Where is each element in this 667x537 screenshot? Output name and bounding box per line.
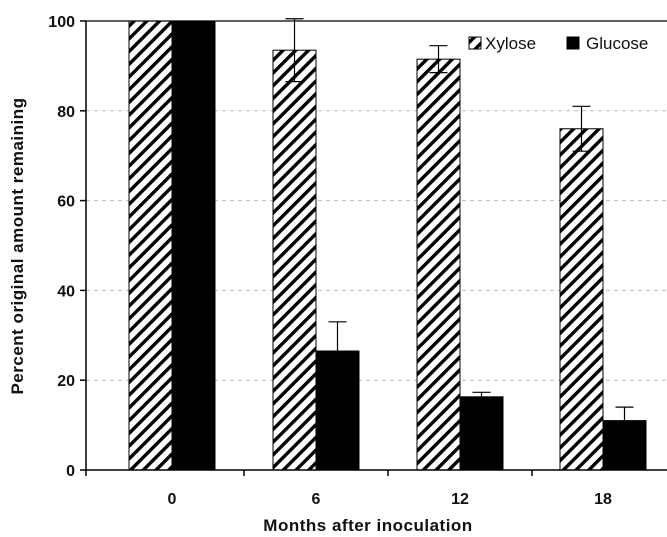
y-axis-title: Percent original amount remaining xyxy=(8,97,27,394)
bar-glucose-0 xyxy=(171,20,216,471)
bar-xylose-6 xyxy=(272,49,317,471)
bar-xylose-0 xyxy=(128,20,173,471)
x-axis-title: Months after inoculation xyxy=(263,516,472,535)
y-tick-label: 20 xyxy=(57,373,75,390)
y-tick-label: 100 xyxy=(48,14,75,31)
legend-label-xylose: Xylose xyxy=(485,34,536,53)
legend: Xylose Glucose xyxy=(468,34,648,53)
bar-glucose-18 xyxy=(602,420,647,471)
axes xyxy=(80,20,667,476)
bar-xylose-18 xyxy=(559,128,604,471)
bar-xylose-12 xyxy=(416,58,461,471)
x-tick-label: 0 xyxy=(168,491,177,508)
legend-swatch-glucose xyxy=(566,36,580,50)
x-tick-label: 6 xyxy=(312,491,321,508)
bar-glucose-6 xyxy=(315,350,360,471)
y-tick-label: 0 xyxy=(66,463,75,480)
y-tick-label: 80 xyxy=(57,104,75,121)
bars xyxy=(128,18,647,471)
tick-labels: 0 20 40 60 80 100 0 6 12 18 xyxy=(48,14,612,508)
y-tick-label: 60 xyxy=(57,194,75,211)
legend-swatch-xylose xyxy=(468,36,482,50)
legend-label-glucose: Glucose xyxy=(586,34,648,53)
x-tick-label: 18 xyxy=(594,491,612,508)
bar-glucose-12 xyxy=(459,396,504,471)
x-tick-label: 12 xyxy=(451,491,469,508)
y-tick-label: 40 xyxy=(57,283,75,300)
